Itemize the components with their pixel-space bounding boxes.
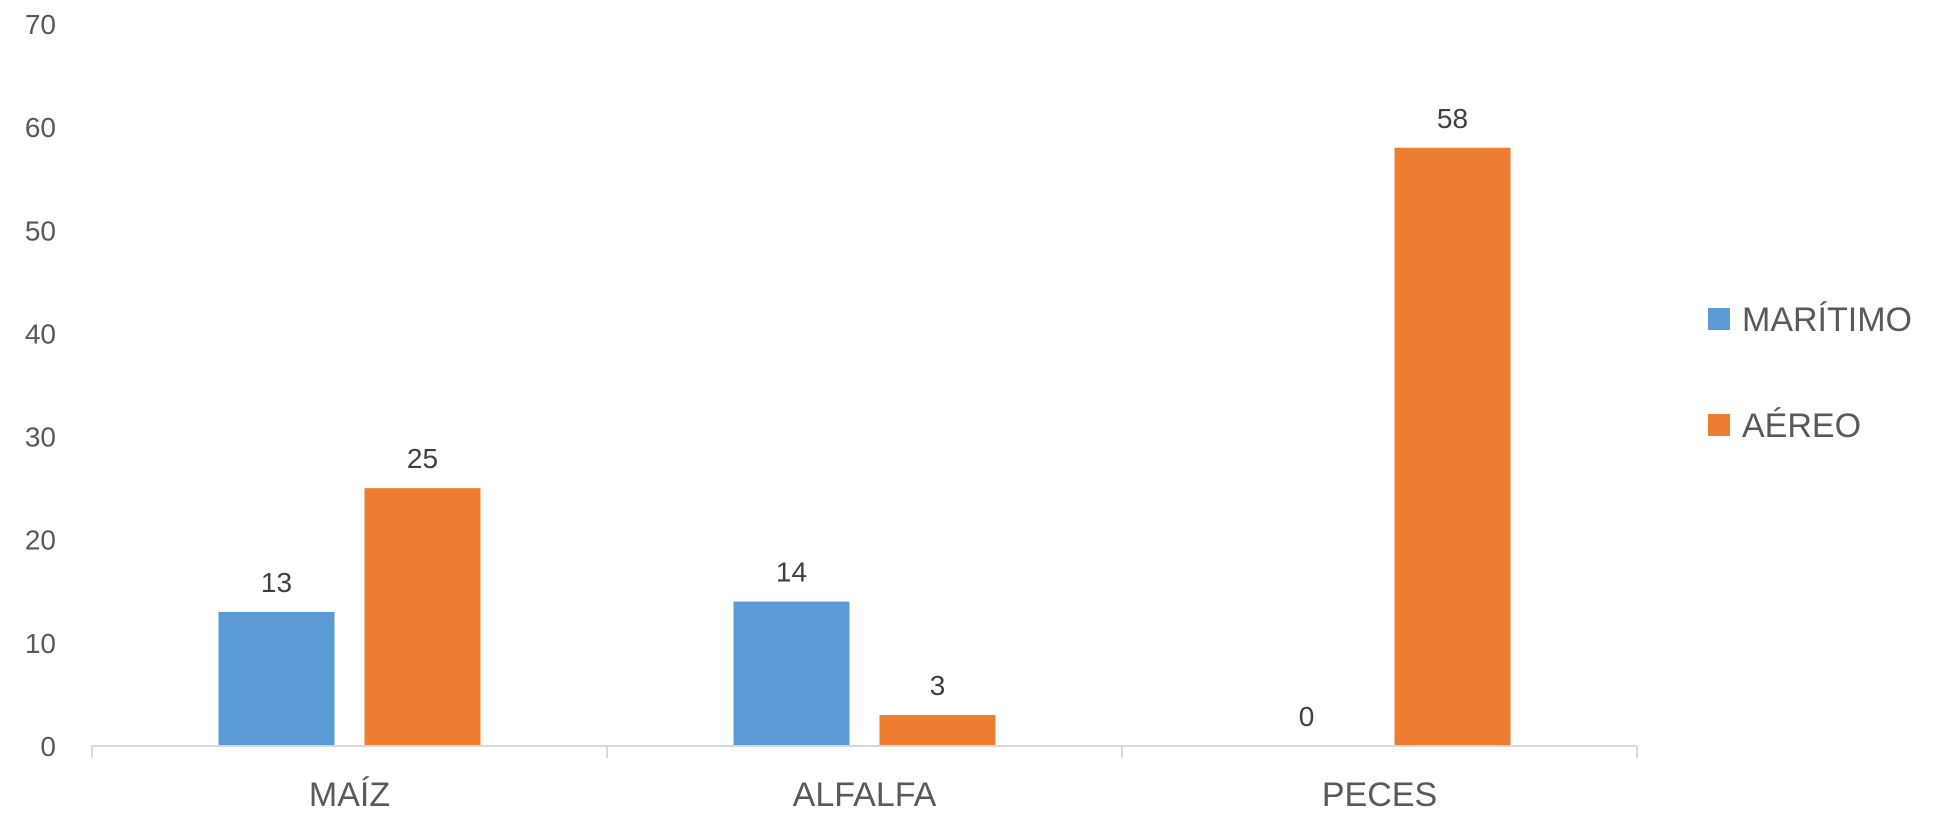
y-tick-label: 30: [25, 422, 56, 453]
legend-label: AÉREO: [1742, 407, 1861, 445]
category-label: MAÍZ: [309, 776, 390, 814]
bar-marítimo-maíz: [218, 611, 335, 746]
legend: MARÍTIMO AÉREO: [1708, 301, 1912, 445]
y-tick-label: 10: [25, 628, 56, 659]
y-tick-label: 0: [40, 731, 56, 762]
bar-aéreo-maíz: [364, 488, 481, 746]
bars: [218, 147, 1511, 746]
y-tick-label: 20: [25, 525, 56, 556]
y-tick-label: 60: [25, 112, 56, 143]
data-label: 0: [1299, 701, 1315, 732]
legend-swatch: [1708, 414, 1730, 436]
category-label: ALFALFA: [793, 776, 937, 814]
bar-aéreo-alfalfa: [879, 715, 996, 746]
data-label: 13: [261, 567, 292, 598]
y-tick-label: 70: [25, 9, 56, 40]
data-label: 25: [407, 443, 438, 474]
y-axis-ticks: 0 10 20 30 40 50 60 70: [25, 9, 56, 762]
legend-label: MARÍTIMO: [1742, 301, 1912, 339]
legend-swatch: [1708, 308, 1730, 330]
bar-marítimo-alfalfa: [733, 601, 850, 746]
y-tick-label: 50: [25, 215, 56, 246]
data-labels: 13 25 14 3 0 58: [261, 103, 1468, 732]
category-label: PECES: [1322, 776, 1437, 814]
bar-aéreo-peces: [1394, 147, 1511, 746]
x-axis: MAÍZ ALFALFA PECES: [91, 745, 1638, 814]
data-label: 14: [776, 557, 807, 588]
data-label: 3: [930, 670, 946, 701]
y-tick-label: 40: [25, 318, 56, 349]
data-label: 58: [1437, 103, 1468, 134]
